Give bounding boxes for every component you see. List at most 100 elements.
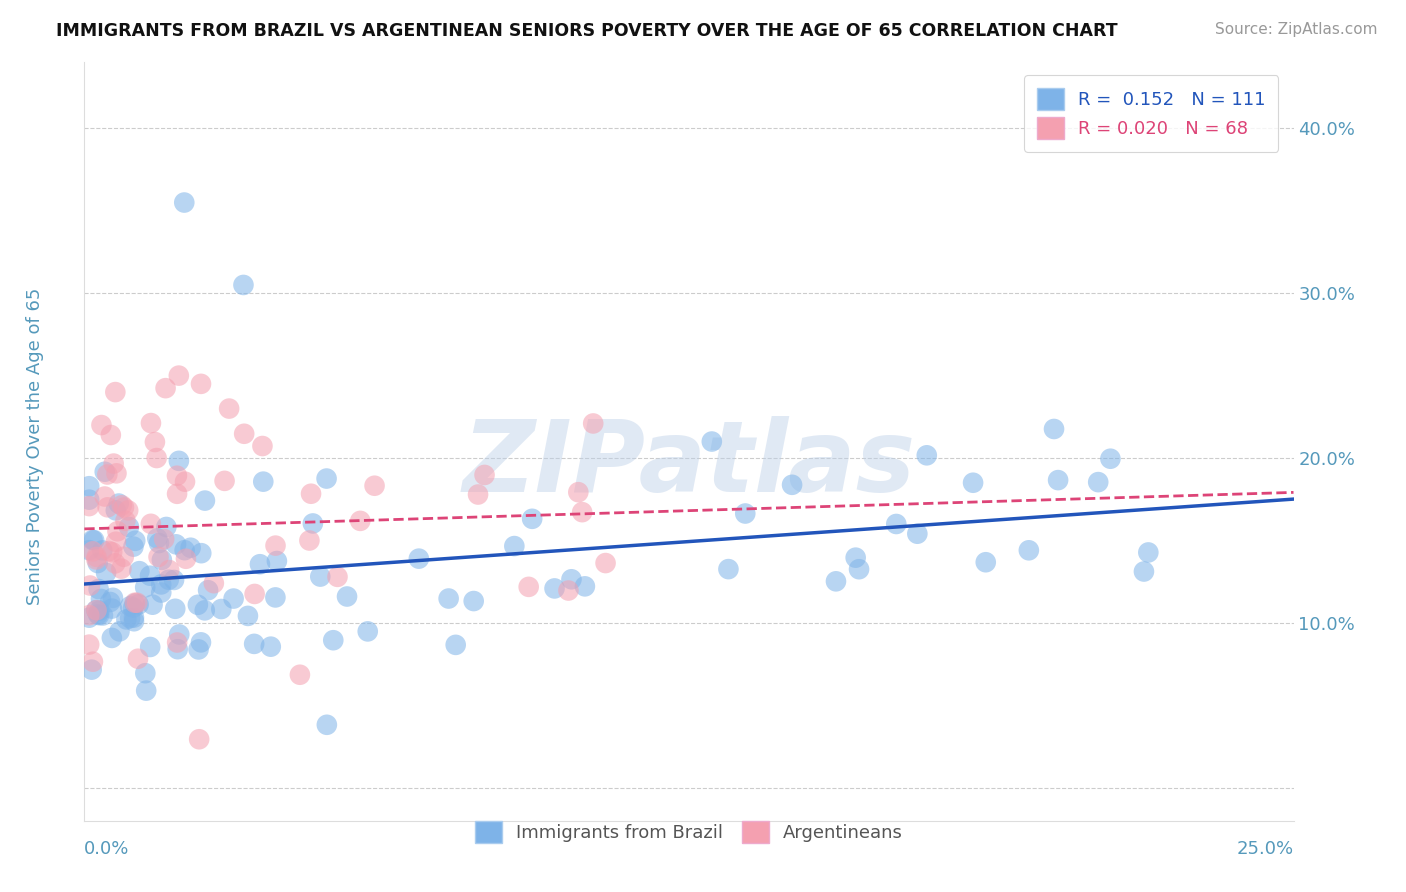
- Point: [94, 566, 117, 580]
- Point: [112, 500, 135, 515]
- Point: [190, 376, 212, 391]
- Point: [315, 718, 337, 732]
- Point: [134, 666, 156, 681]
- Point: [194, 493, 217, 508]
- Point: [82, 533, 104, 547]
- Point: [288, 667, 311, 681]
- Point: [91, 543, 114, 558]
- Point: [124, 596, 146, 610]
- Point: [139, 640, 162, 654]
- Point: [108, 624, 131, 639]
- Point: [166, 487, 188, 501]
- Point: [299, 487, 322, 501]
- Point: [1137, 545, 1160, 559]
- Point: [218, 401, 240, 416]
- Point: [87, 608, 110, 623]
- Point: [115, 612, 138, 626]
- Point: [243, 587, 266, 601]
- Point: [264, 539, 287, 553]
- Point: [87, 582, 110, 596]
- Point: [150, 585, 173, 599]
- Point: [165, 601, 187, 615]
- Point: [915, 448, 938, 462]
- Point: [122, 614, 145, 628]
- Point: [174, 551, 197, 566]
- Point: [1087, 475, 1109, 489]
- Point: [188, 732, 211, 747]
- Point: [236, 608, 259, 623]
- Point: [437, 591, 460, 606]
- Point: [128, 598, 150, 612]
- Legend: Immigrants from Brazil, Argentineans: Immigrants from Brazil, Argentineans: [461, 806, 917, 857]
- Point: [134, 580, 156, 594]
- Point: [209, 602, 232, 616]
- Point: [503, 539, 526, 553]
- Text: IMMIGRANTS FROM BRAZIL VS ARGENTINEAN SENIORS POVERTY OVER THE AGE OF 65 CORRELA: IMMIGRANTS FROM BRAZIL VS ARGENTINEAN SE…: [56, 22, 1118, 40]
- Point: [86, 552, 108, 566]
- Point: [89, 604, 111, 618]
- Point: [180, 541, 202, 555]
- Point: [560, 572, 582, 586]
- Point: [120, 611, 142, 625]
- Point: [146, 532, 169, 546]
- Point: [107, 497, 129, 511]
- Text: Source: ZipAtlas.com: Source: ZipAtlas.com: [1215, 22, 1378, 37]
- Point: [190, 546, 212, 560]
- Point: [1099, 451, 1122, 466]
- Point: [100, 428, 122, 442]
- Point: [1133, 565, 1156, 579]
- Point: [150, 577, 173, 591]
- Point: [86, 556, 108, 570]
- Text: 25.0%: 25.0%: [1236, 840, 1294, 858]
- Point: [77, 492, 100, 507]
- Point: [363, 479, 385, 493]
- Point: [82, 655, 104, 669]
- Point: [157, 563, 180, 577]
- Point: [187, 642, 209, 657]
- Point: [700, 434, 723, 449]
- Point: [543, 582, 565, 596]
- Point: [520, 512, 543, 526]
- Point: [83, 533, 105, 548]
- Point: [174, 475, 197, 489]
- Point: [571, 505, 593, 519]
- Point: [167, 368, 190, 383]
- Point: [974, 555, 997, 569]
- Point: [166, 468, 188, 483]
- Point: [1018, 543, 1040, 558]
- Point: [582, 417, 605, 431]
- Point: [128, 564, 150, 578]
- Point: [114, 514, 136, 528]
- Point: [249, 558, 271, 572]
- Point: [127, 596, 149, 610]
- Point: [173, 195, 195, 210]
- Point: [884, 516, 907, 531]
- Point: [77, 638, 100, 652]
- Point: [336, 590, 359, 604]
- Point: [260, 640, 283, 654]
- Point: [96, 500, 118, 515]
- Point: [202, 576, 225, 591]
- Point: [357, 624, 380, 639]
- Point: [93, 465, 115, 479]
- Point: [79, 578, 101, 592]
- Point: [90, 418, 112, 433]
- Point: [122, 610, 145, 624]
- Point: [98, 595, 121, 609]
- Point: [104, 534, 127, 549]
- Point: [101, 591, 124, 605]
- Point: [139, 416, 162, 430]
- Point: [463, 594, 485, 608]
- Point: [139, 516, 162, 531]
- Point: [104, 503, 127, 517]
- Point: [266, 554, 288, 568]
- Point: [122, 540, 145, 554]
- Point: [122, 600, 145, 615]
- Point: [77, 610, 100, 624]
- Point: [717, 562, 740, 576]
- Point: [101, 545, 124, 559]
- Point: [734, 507, 756, 521]
- Point: [86, 549, 108, 564]
- Point: [264, 591, 287, 605]
- Point: [101, 601, 124, 615]
